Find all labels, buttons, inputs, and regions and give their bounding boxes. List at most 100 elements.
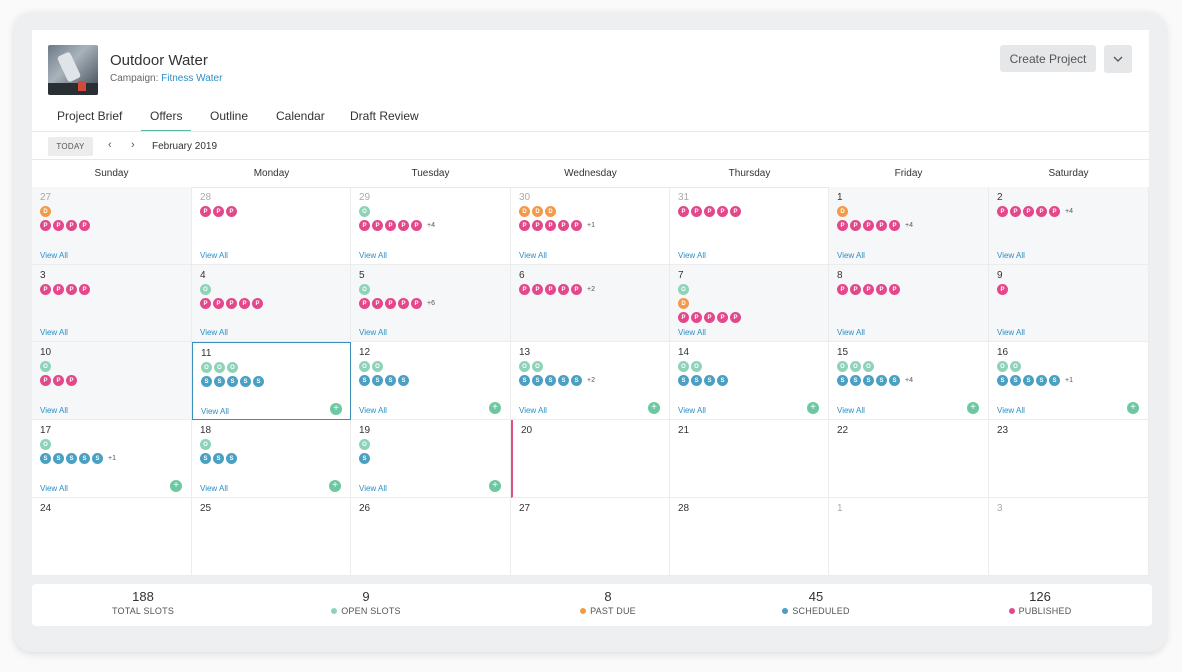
slot-open-icon[interactable]: O: [997, 361, 1008, 372]
slot-scheduled-icon[interactable]: S: [40, 453, 51, 464]
slot-published-icon[interactable]: P: [571, 284, 582, 295]
slot-scheduled-icon[interactable]: S: [201, 376, 212, 387]
more-slots-count[interactable]: +4: [905, 222, 913, 229]
calendar-day-cell[interactable]: 21: [670, 420, 829, 498]
more-slots-count[interactable]: +6: [427, 300, 435, 307]
slot-published-icon[interactable]: P: [411, 220, 422, 231]
slot-scheduled-icon[interactable]: S: [850, 375, 861, 386]
calendar-day-cell[interactable]: 8 P P P P P View All: [829, 265, 989, 342]
slot-past-due-icon[interactable]: D: [519, 206, 530, 217]
slot-open-icon[interactable]: O: [837, 361, 848, 372]
slot-published-icon[interactable]: P: [66, 375, 77, 386]
slot-published-icon[interactable]: P: [545, 220, 556, 231]
slot-open-icon[interactable]: O: [201, 362, 212, 373]
add-slot-icon[interactable]: +: [648, 402, 660, 414]
calendar-day-cell[interactable]: 29 O P P P P P +4 View All: [351, 187, 511, 265]
slot-scheduled-icon[interactable]: S: [359, 375, 370, 386]
slot-published-icon[interactable]: P: [372, 298, 383, 309]
slot-open-icon[interactable]: O: [678, 361, 689, 372]
slot-scheduled-icon[interactable]: S: [545, 375, 556, 386]
slot-scheduled-icon[interactable]: S: [558, 375, 569, 386]
calendar-day-cell[interactable]: 3 P P P P View All: [32, 265, 192, 342]
slot-published-icon[interactable]: P: [1049, 206, 1060, 217]
calendar-day-cell[interactable]: 9 P View All: [989, 265, 1149, 342]
slot-published-icon[interactable]: P: [359, 298, 370, 309]
slot-published-icon[interactable]: P: [532, 220, 543, 231]
slot-published-icon[interactable]: P: [53, 375, 64, 386]
calendar-day-cell[interactable]: 19 O S View All +: [351, 420, 511, 498]
slot-scheduled-icon[interactable]: S: [532, 375, 543, 386]
slot-published-icon[interactable]: P: [691, 312, 702, 323]
tab-outline[interactable]: Outline: [210, 109, 249, 123]
slot-open-icon[interactable]: O: [214, 362, 225, 373]
calendar-day-cell[interactable]: 27: [511, 498, 670, 576]
slot-scheduled-icon[interactable]: S: [997, 375, 1008, 386]
calendar-day-cell[interactable]: 12 O O S S S S View All +: [351, 342, 511, 420]
slot-published-icon[interactable]: P: [863, 284, 874, 295]
more-slots-count[interactable]: +1: [587, 222, 595, 229]
calendar-day-cell[interactable]: 1: [829, 498, 989, 576]
view-all-link[interactable]: View All: [40, 484, 68, 493]
calendar-day-cell[interactable]: 27 D P P P P View All: [32, 187, 192, 265]
slot-published-icon[interactable]: P: [558, 220, 569, 231]
slot-published-icon[interactable]: P: [730, 206, 741, 217]
today-button[interactable]: TODAY: [48, 137, 93, 156]
calendar-day-cell[interactable]: 17 O S S S S S +1 View All +: [32, 420, 192, 498]
calendar-day-cell[interactable]: 10 O P P P View All: [32, 342, 192, 420]
view-all-link[interactable]: View All: [359, 251, 387, 260]
slot-published-icon[interactable]: P: [519, 220, 530, 231]
calendar-day-cell[interactable]: 26: [351, 498, 511, 576]
slot-published-icon[interactable]: P: [997, 206, 1008, 217]
slot-open-icon[interactable]: O: [359, 439, 370, 450]
calendar-day-cell[interactable]: 28 P P P View All: [192, 187, 351, 265]
slot-published-icon[interactable]: P: [66, 220, 77, 231]
slot-published-icon[interactable]: P: [53, 284, 64, 295]
slot-scheduled-icon[interactable]: S: [704, 375, 715, 386]
prev-month-icon[interactable]: ‹: [108, 139, 112, 151]
add-slot-icon[interactable]: +: [489, 402, 501, 414]
slot-open-icon[interactable]: O: [372, 361, 383, 372]
slot-published-icon[interactable]: P: [398, 220, 409, 231]
slot-published-icon[interactable]: P: [730, 312, 741, 323]
calendar-day-cell[interactable]: 16 O O S S S S S +1 View All +: [989, 342, 1149, 420]
slot-scheduled-icon[interactable]: S: [359, 453, 370, 464]
view-all-link[interactable]: View All: [997, 251, 1025, 260]
tab-offers[interactable]: Offers: [141, 109, 192, 132]
slot-published-icon[interactable]: P: [226, 206, 237, 217]
calendar-day-cell[interactable]: 1 D P P P P P +4 View All: [829, 187, 989, 265]
add-slot-icon[interactable]: +: [170, 480, 182, 492]
slot-published-icon[interactable]: P: [678, 312, 689, 323]
view-all-link[interactable]: View All: [40, 406, 68, 415]
more-slots-count[interactable]: +1: [108, 455, 116, 462]
calendar-day-cell[interactable]: 18 O S S S View All +: [192, 420, 351, 498]
slot-scheduled-icon[interactable]: S: [253, 376, 264, 387]
view-all-link[interactable]: View All: [519, 251, 547, 260]
slot-scheduled-icon[interactable]: S: [1010, 375, 1021, 386]
create-project-button[interactable]: Create Project: [1000, 45, 1096, 72]
slot-published-icon[interactable]: P: [359, 220, 370, 231]
slot-published-icon[interactable]: P: [200, 206, 211, 217]
view-all-link[interactable]: View All: [837, 328, 865, 337]
slot-published-icon[interactable]: P: [704, 206, 715, 217]
slot-scheduled-icon[interactable]: S: [1049, 375, 1060, 386]
view-all-link[interactable]: View All: [359, 328, 387, 337]
slot-scheduled-icon[interactable]: S: [66, 453, 77, 464]
add-slot-icon[interactable]: +: [329, 480, 341, 492]
slot-published-icon[interactable]: P: [385, 298, 396, 309]
more-slots-count[interactable]: +4: [905, 377, 913, 384]
slot-scheduled-icon[interactable]: S: [200, 453, 211, 464]
slot-published-icon[interactable]: P: [411, 298, 422, 309]
slot-open-icon[interactable]: O: [691, 361, 702, 372]
slot-past-due-icon[interactable]: D: [532, 206, 543, 217]
slot-scheduled-icon[interactable]: S: [571, 375, 582, 386]
slot-published-icon[interactable]: P: [1023, 206, 1034, 217]
slot-published-icon[interactable]: P: [678, 206, 689, 217]
add-slot-icon[interactable]: +: [967, 402, 979, 414]
slot-published-icon[interactable]: P: [889, 220, 900, 231]
calendar-day-cell[interactable]: 2 P P P P P +4 View All: [989, 187, 1149, 265]
slot-past-due-icon[interactable]: D: [837, 206, 848, 217]
calendar-day-cell[interactable]: 6 P P P P P +2: [511, 265, 670, 342]
tab-calendar[interactable]: Calendar: [276, 109, 325, 123]
calendar-day-cell[interactable]: 3: [989, 498, 1149, 576]
slot-published-icon[interactable]: P: [372, 220, 383, 231]
